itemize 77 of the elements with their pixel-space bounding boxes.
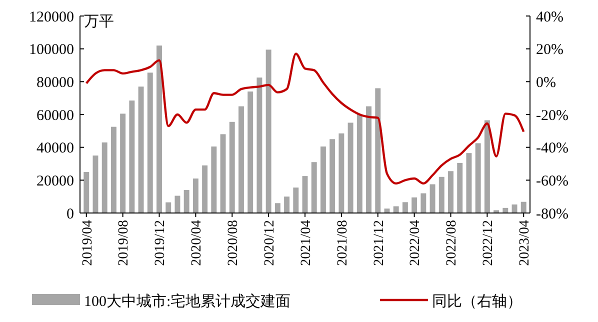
x-tick-label: 2021/04 bbox=[298, 220, 314, 266]
x-tick-label: 2019/08 bbox=[116, 220, 132, 266]
bar bbox=[274, 203, 280, 213]
bar bbox=[284, 196, 290, 213]
y2-tick-label: -80% bbox=[536, 206, 568, 222]
bar bbox=[138, 86, 144, 213]
x-tick-label: 2023/04 bbox=[518, 220, 533, 266]
bar bbox=[166, 202, 172, 213]
bar bbox=[220, 134, 226, 213]
y-tick-label: 120000 bbox=[29, 9, 74, 26]
bar bbox=[494, 210, 500, 213]
bar bbox=[256, 78, 262, 213]
bar bbox=[338, 133, 344, 213]
y2-tick-label: -20% bbox=[536, 108, 568, 124]
line-series bbox=[85, 52, 525, 185]
y2-tick-label: -60% bbox=[536, 173, 568, 190]
bar bbox=[229, 122, 235, 213]
x-tick-label: 2020/12 bbox=[262, 220, 278, 266]
x-tick-label: 2022/08 bbox=[444, 220, 460, 266]
y2-tick-label: 20% bbox=[536, 42, 564, 58]
bar bbox=[430, 184, 436, 213]
x-tick-label: 2022/04 bbox=[408, 220, 424, 266]
y2-tick-label: -40% bbox=[536, 140, 568, 157]
bar bbox=[320, 146, 326, 213]
y-tick-label: 100000 bbox=[29, 42, 74, 58]
bar bbox=[375, 88, 381, 213]
bar bbox=[238, 106, 244, 213]
y2-tick-label: 40% bbox=[536, 9, 564, 26]
bar bbox=[184, 190, 190, 213]
bar bbox=[211, 146, 217, 213]
bar bbox=[438, 176, 444, 213]
bar bbox=[448, 171, 454, 213]
bar bbox=[475, 143, 481, 213]
bar bbox=[311, 162, 317, 213]
bar bbox=[457, 162, 463, 213]
bar bbox=[102, 142, 108, 213]
bar bbox=[366, 106, 372, 213]
bar bbox=[420, 193, 426, 213]
x-tick-label: 2020/08 bbox=[226, 220, 242, 266]
bar bbox=[92, 156, 98, 213]
bar bbox=[156, 46, 162, 213]
bar bbox=[84, 172, 90, 213]
bar bbox=[110, 126, 116, 213]
x-tick-label: 2022/12 bbox=[481, 220, 496, 266]
bar bbox=[402, 202, 408, 213]
bar bbox=[412, 197, 418, 213]
y-tick-label: 60000 bbox=[36, 108, 74, 124]
bar bbox=[356, 114, 362, 213]
bar bbox=[520, 202, 526, 213]
bar bbox=[147, 72, 153, 213]
bar bbox=[202, 165, 208, 213]
x-tick-label: 2021/08 bbox=[335, 220, 350, 266]
y-tick-label: 40000 bbox=[36, 140, 74, 157]
bar bbox=[248, 92, 254, 213]
bar bbox=[393, 206, 399, 213]
bar bbox=[266, 50, 272, 213]
x-tick-label: 2020/04 bbox=[190, 220, 205, 266]
bar bbox=[174, 196, 180, 213]
y-tick-label: 0 bbox=[66, 206, 74, 222]
bar bbox=[484, 120, 490, 213]
bar bbox=[466, 153, 472, 213]
bar bbox=[348, 122, 354, 213]
bar bbox=[293, 188, 299, 213]
y-tick-label: 20000 bbox=[36, 173, 74, 190]
y-tick-label: 80000 bbox=[36, 74, 74, 91]
x-tick-label: 2019/04 bbox=[80, 220, 96, 266]
y-axis-title: 万平 bbox=[84, 14, 114, 30]
legend-label: 同比（右轴） bbox=[432, 293, 522, 310]
bar bbox=[120, 114, 126, 213]
x-tick-label: 2019/12 bbox=[153, 220, 168, 266]
bar bbox=[330, 139, 336, 213]
x-tick-label: 2021/12 bbox=[372, 220, 387, 266]
legend-label: 100大中城市:宅地累计成交建面 bbox=[84, 293, 291, 310]
bar bbox=[192, 178, 198, 213]
bar bbox=[302, 176, 308, 213]
y2-tick-label: 0% bbox=[536, 74, 556, 91]
bar bbox=[129, 100, 135, 213]
